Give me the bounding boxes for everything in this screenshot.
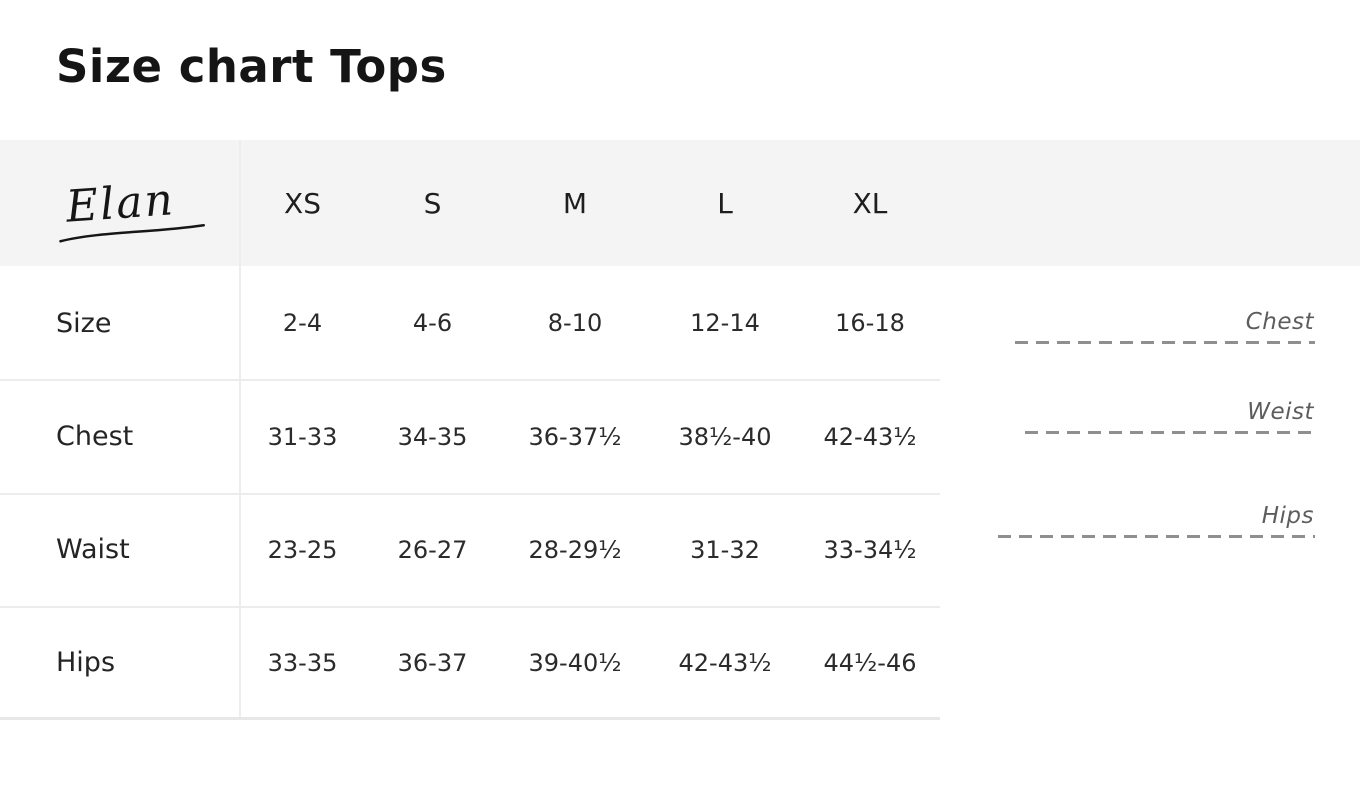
table-row-size: Size 2-4 4-6 8-10 12-14 16-18 (0, 266, 940, 380)
brand-logo: Elan (58, 174, 205, 243)
body-figure-illustration (940, 100, 1360, 804)
cell-size-m: 8-10 (547, 309, 603, 337)
table-bottom-border (0, 717, 940, 720)
cell-size-xs: 2-4 (282, 309, 323, 337)
cell-chest-m: 36-37½ (528, 422, 622, 451)
table-row-hips: Hips 33-35 36-37 39-40½ 42-43½ 44½-46 (0, 606, 940, 719)
brand-underline (58, 223, 205, 243)
size-chart-table: Elan XS S M L XL Size 2-4 4-6 8-10 12-14… (0, 140, 940, 719)
cell-chest-xs: 31-33 (267, 422, 338, 451)
table-header-band (0, 140, 1360, 266)
row-label-size: Size (56, 307, 112, 339)
cell-hips-xl: 44½-46 (823, 648, 917, 677)
measurement-line-waist (1025, 431, 1315, 434)
row-label-waist: Waist (56, 534, 130, 565)
cell-hips-l: 42-43½ (678, 648, 772, 677)
table-vertical-divider (239, 140, 241, 719)
measurement-line-hips (998, 535, 1315, 538)
cell-size-xl: 16-18 (835, 309, 905, 337)
table-row-divider (0, 379, 940, 381)
cell-waist-xl: 33-34½ (823, 535, 917, 564)
row-label-hips: Hips (56, 647, 116, 678)
table-row-chest: Chest 31-33 34-35 36-37½ 38½-40 42-43½ (0, 380, 940, 493)
page-title: Size chart Tops (56, 40, 447, 93)
measurement-line-chest (1015, 341, 1315, 344)
cell-waist-l: 31-32 (690, 535, 760, 564)
cell-size-s: 4-6 (412, 309, 453, 337)
cell-hips-m: 39-40½ (528, 648, 622, 677)
cell-hips-s: 36-37 (397, 648, 468, 677)
cell-waist-s: 26-27 (397, 535, 468, 564)
table-row-divider (0, 493, 940, 495)
table-header-row: Elan XS S M L XL (0, 140, 940, 266)
measurement-label-waist: Weist (1247, 399, 1314, 425)
measurement-label-hips: Hips (1261, 503, 1314, 529)
cell-chest-s: 34-35 (397, 422, 468, 451)
table-row-divider (0, 606, 940, 608)
cell-waist-m: 28-29½ (528, 535, 622, 564)
cell-size-l: 12-14 (690, 309, 760, 337)
row-label-chest: Chest (56, 421, 134, 452)
brand-cell: Elan (0, 174, 240, 243)
column-header-m: M (562, 186, 588, 220)
cell-waist-xs: 23-25 (267, 535, 338, 564)
column-header-xl: XL (852, 186, 888, 220)
cell-chest-xl: 42-43½ (823, 422, 917, 451)
table-row-waist: Waist 23-25 26-27 28-29½ 31-32 33-34½ (0, 493, 940, 606)
cell-chest-l: 38½-40 (678, 422, 772, 451)
measurement-label-chest: Chest (1245, 309, 1314, 335)
column-header-s: S (423, 186, 442, 220)
cell-hips-xs: 33-35 (267, 648, 338, 677)
column-header-l: L (717, 186, 733, 220)
column-header-xs: XS (284, 186, 321, 220)
